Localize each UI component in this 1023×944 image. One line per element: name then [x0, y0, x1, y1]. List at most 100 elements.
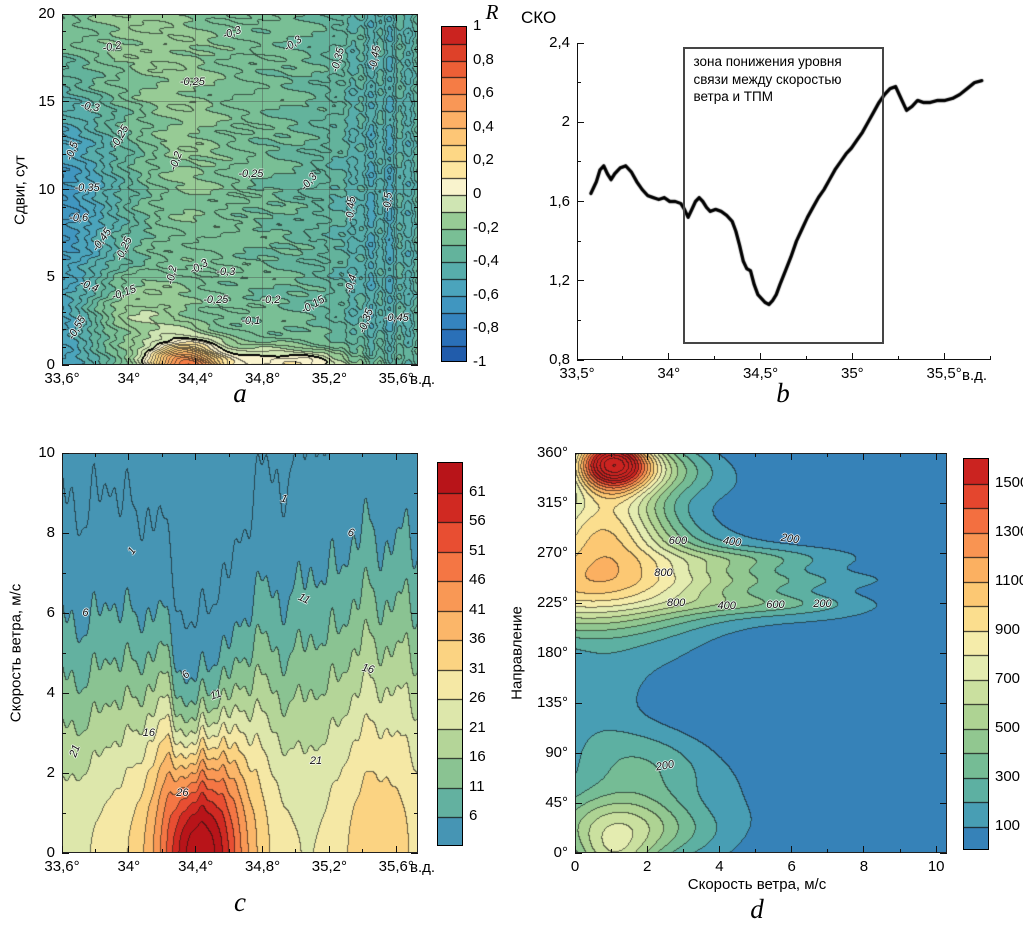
contour-label: -0,5 — [381, 191, 395, 212]
panel-b-y-axis-title: СКО — [521, 8, 557, 27]
contour-label: 200 — [779, 531, 800, 546]
y-axis-tick — [62, 83, 66, 85]
y-axis-tick — [414, 66, 418, 68]
contour-label: 800 — [654, 567, 673, 579]
contour-label: 21 — [309, 755, 323, 767]
x-axis-tick-label: 35° — [840, 365, 864, 382]
contour-label: 400 — [722, 534, 743, 550]
colorbar-tick-label: 6 — [469, 807, 478, 825]
x-axis-tick-label: 35,2° — [311, 858, 347, 875]
x-axis-tick — [362, 453, 364, 457]
x-axis-tick — [851, 353, 853, 360]
y-axis-tick — [411, 13, 418, 15]
x-axis-tick — [328, 358, 330, 365]
x-axis-tick — [610, 849, 612, 853]
x-axis-tick — [61, 846, 63, 853]
x-axis-tick — [94, 453, 96, 457]
x-axis-tick-label: 35,6° — [378, 370, 414, 387]
y-axis-tick — [62, 153, 66, 155]
panel-c-contour-canvas — [63, 454, 417, 852]
y-axis-tick-label: 0 — [46, 356, 55, 373]
colorbar-tick-label: 900 — [995, 620, 1021, 638]
x-axis-tick-label: 0 — [570, 858, 580, 875]
x-axis-tick-label: 34° — [117, 858, 141, 875]
x-axis-tick-label: 8 — [859, 858, 869, 875]
colorbar-tick-label: 46 — [469, 571, 486, 589]
y-axis-tick — [62, 48, 66, 50]
x-axis-tick — [827, 453, 829, 457]
y-axis-tick — [414, 206, 418, 208]
panel-b-line-canvas — [578, 43, 990, 359]
y-axis-tick — [577, 201, 584, 202]
gridline-horizontal — [62, 276, 418, 278]
colorbar-tick-label: 36 — [469, 630, 486, 648]
y-axis-tick-label: 2 — [46, 764, 55, 781]
y-axis-tick — [414, 329, 418, 331]
colorbar-tick-label: 31 — [469, 659, 486, 677]
panel-a-colorbar — [441, 26, 467, 362]
gridline-vertical — [128, 14, 130, 365]
y-axis-tick — [411, 692, 418, 694]
x-axis-tick — [989, 356, 991, 360]
x-axis-tick-label: 33,5° — [559, 365, 595, 382]
y-axis-tick — [575, 502, 582, 504]
panel-d-y-axis-title: Направление — [508, 606, 526, 700]
panel-a-plot-area — [62, 14, 418, 365]
y-axis-tick-label: 4 — [46, 684, 55, 701]
panel-b-annotation-box: зона понижения уровня связи между скорос… — [683, 46, 884, 345]
y-axis-tick — [575, 602, 582, 604]
y-axis-tick — [577, 319, 581, 321]
y-axis-tick — [577, 280, 584, 282]
x-axis-tick-label: 34,8° — [244, 370, 281, 387]
x-axis-tick — [128, 14, 130, 21]
contour-label: -0,2 — [261, 294, 281, 307]
y-axis-tick — [940, 552, 947, 554]
x-axis-tick — [682, 849, 684, 853]
y-axis-tick — [940, 502, 947, 504]
y-axis-tick — [575, 452, 582, 454]
gridline-horizontal — [62, 101, 418, 103]
y-axis-tick — [940, 752, 947, 754]
x-axis-tick — [827, 849, 829, 853]
x-axis-tick — [295, 849, 297, 853]
colorbar-tick-label: 0,6 — [473, 84, 494, 102]
colorbar-tick-label: 11 — [469, 777, 485, 795]
panel-c-plot-area — [62, 453, 418, 853]
contour-label: -0,25 — [179, 76, 205, 89]
y-axis-tick — [414, 812, 418, 814]
y-axis-tick — [414, 136, 418, 138]
colorbar-tick-label: 1500 — [995, 473, 1023, 491]
x-axis-tick — [128, 453, 130, 460]
y-axis-tick — [575, 652, 582, 654]
x-axis-tick — [622, 356, 624, 360]
x-axis-tick — [899, 849, 901, 853]
y-axis-tick — [411, 532, 418, 534]
contour-label: -0,1 — [241, 315, 261, 328]
contour-label: -0,35 — [74, 181, 100, 194]
x-axis-tick — [195, 453, 197, 460]
y-axis-tick — [62, 66, 66, 68]
y-axis-tick — [414, 224, 418, 226]
colorbar-tick-label: 700 — [995, 669, 1021, 687]
y-axis-tick — [62, 452, 69, 454]
colorbar-tick-label: 0,8 — [473, 50, 494, 68]
y-axis-tick — [940, 602, 947, 604]
gridline-vertical — [328, 14, 330, 365]
y-axis-tick — [575, 702, 582, 704]
x-axis-tick — [935, 846, 937, 853]
x-axis-tick — [228, 361, 230, 365]
panel-b-plot-area — [577, 43, 990, 360]
x-axis-tick — [362, 849, 364, 853]
x-axis-tick-label: 34,5° — [742, 365, 779, 382]
panel-a-colorbar-canvas — [442, 27, 466, 361]
y-axis-tick-label: 225° — [536, 594, 568, 611]
x-axis-tick-label: 34,4° — [178, 370, 214, 387]
y-axis-tick-label: 10 — [38, 180, 55, 198]
gridline-vertical — [195, 14, 197, 365]
y-axis-tick-label: 135° — [536, 694, 568, 711]
y-axis-tick — [414, 118, 418, 120]
contour-label: 16 — [142, 727, 156, 739]
y-axis-tick — [62, 692, 69, 694]
contour-label: 800 — [666, 597, 686, 609]
x-axis-tick — [195, 846, 197, 853]
